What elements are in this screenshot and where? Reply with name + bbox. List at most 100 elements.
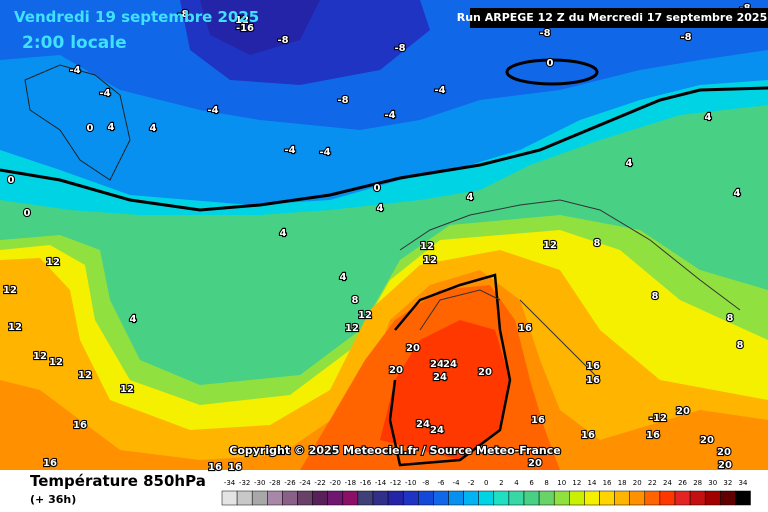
footer-lead: (+ 36h) — [30, 493, 76, 506]
contour-label: 20 — [478, 367, 492, 378]
scale-swatch — [448, 490, 464, 506]
scale-swatch — [372, 490, 389, 506]
scale-label: 30 — [708, 479, 717, 487]
scale-swatch — [282, 490, 298, 506]
contour-label: 12 — [423, 255, 437, 266]
contour-label: 16 — [581, 430, 595, 441]
scale-label: -10 — [405, 479, 416, 487]
scale-label: 24 — [663, 479, 672, 487]
scale-label: -14 — [375, 479, 387, 487]
contour-label: 8 — [652, 291, 659, 302]
scale-label: -24 — [299, 479, 311, 487]
scale-label: 22 — [648, 479, 657, 487]
scale-label: -16 — [360, 479, 372, 487]
run-box — [470, 8, 768, 28]
contour-label: 4 — [705, 112, 712, 123]
contour-20 — [388, 273, 512, 467]
scale-label: -22 — [314, 479, 325, 487]
contour-label: 0 — [24, 208, 31, 219]
contour-label: 12 — [120, 384, 134, 395]
contour-label: 8 — [727, 313, 734, 324]
scale-swatch — [659, 490, 676, 506]
contour-label: 16 — [646, 430, 660, 441]
scale-label: -2 — [468, 479, 475, 487]
contour-label: 0 — [374, 183, 381, 194]
scale-label: -8 — [422, 479, 429, 487]
contour-label: 20 — [528, 458, 542, 469]
contour-label: 0 — [8, 175, 15, 186]
scale-label: -12 — [390, 479, 401, 487]
contour-label: -8 — [277, 35, 288, 46]
contour-label: -16 — [236, 23, 254, 34]
contour-label: -12 — [231, 15, 249, 26]
scale-label: 14 — [587, 479, 596, 487]
scale-label: 16 — [603, 479, 612, 487]
scale-label: 18 — [618, 479, 627, 487]
contour-label: -8 — [337, 95, 348, 106]
scale-label: 10 — [557, 479, 566, 487]
scale-label: 20 — [633, 479, 642, 487]
contour-label: 24 — [433, 372, 447, 383]
contour-label: 20 — [406, 343, 420, 354]
coastline — [399, 199, 741, 381]
contour-label: 16 — [586, 361, 600, 372]
contour-label: -4 — [319, 147, 330, 158]
contour-label: -4 — [284, 145, 295, 156]
contour-label: -8 — [539, 28, 550, 39]
contour-label: -8 — [394, 43, 405, 54]
cold-core — [200, 0, 320, 55]
scale-swatch — [584, 490, 600, 506]
contour-label: 8 — [737, 340, 744, 351]
scale-swatch — [523, 490, 540, 506]
contour-label: 16 — [518, 323, 532, 334]
scale-swatch — [689, 490, 706, 506]
scale-swatch — [463, 490, 479, 506]
scale-swatch — [221, 490, 238, 506]
zero-contour — [0, 86, 768, 212]
scale-label: -18 — [345, 479, 356, 487]
scale-label: 6 — [529, 479, 534, 487]
contour-label: 4 — [340, 272, 347, 283]
scale-swatch — [629, 490, 646, 506]
footer-title: Température 850hPa — [30, 472, 206, 490]
scale-label: 28 — [693, 479, 702, 487]
contour-label: 12 — [46, 257, 60, 268]
scale-swatch — [720, 490, 736, 506]
contour-label: 24 — [430, 425, 444, 436]
contour-label: 20 — [676, 406, 690, 417]
scale-label: 12 — [572, 479, 581, 487]
scale-swatch — [735, 490, 751, 506]
contour-label: 24 — [430, 359, 444, 370]
scale-swatch — [493, 490, 510, 506]
scale-swatch — [297, 490, 313, 506]
contour-label: 4 — [108, 122, 115, 133]
scale-swatch — [478, 490, 495, 506]
scale-swatch — [569, 490, 585, 506]
contour-label: 12 — [345, 323, 359, 334]
contour-label: 20 — [718, 460, 732, 471]
scale-label: -34 — [224, 479, 236, 487]
contour-label: -8 — [177, 9, 188, 20]
scale-swatch — [704, 490, 721, 506]
run-info: Run ARPEGE 12 Z du Mercredi 17 septembre… — [457, 11, 768, 24]
contour-label: 4 — [734, 188, 741, 199]
scale-swatch — [538, 490, 555, 506]
copyright: Copyright © 2025 Meteociel.fr / Source M… — [229, 444, 560, 457]
scale-label: 4 — [514, 479, 519, 487]
contour-label: 4 — [467, 192, 474, 203]
scale-label: -28 — [269, 479, 280, 487]
contour-labels: -8-12-16-8-8-8-8-80-4-4-4-4-8-4-4-440400… — [2, 2, 752, 474]
scale-label: -6 — [437, 479, 445, 487]
date: Vendredi 19 septembre 2025 — [14, 8, 259, 26]
contour-label: 4 — [130, 314, 137, 325]
contour-label: 0 — [547, 58, 554, 69]
contour-label: 24 — [443, 359, 457, 370]
scale-label: -4 — [453, 479, 461, 487]
contour-label: 24 — [416, 419, 430, 430]
contour-label: 16 — [228, 462, 242, 473]
contour-label: 4 — [377, 203, 384, 214]
scale-swatch — [251, 490, 268, 506]
contour-label: -8 — [680, 32, 691, 43]
